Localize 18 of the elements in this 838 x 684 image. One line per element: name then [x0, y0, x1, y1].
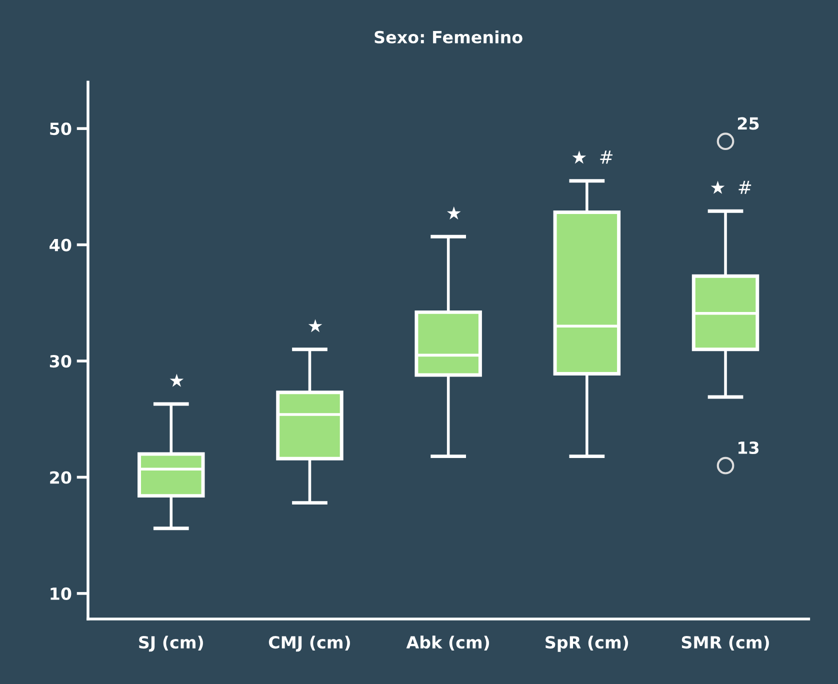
chart-title: Sexo: Femenino [374, 30, 522, 44]
annotation: ★ [308, 319, 322, 332]
x-tick-label: SMR (cm) [682, 636, 769, 651]
annotation: ★ [446, 206, 461, 220]
y-tick-label: 40 [50, 238, 72, 252]
annotation: ★ # [572, 150, 612, 164]
annotation: 13 [738, 441, 758, 454]
annotation: ★ # [710, 180, 752, 194]
x-tick-label: CMJ (cm) [268, 636, 350, 652]
annotation: 25 [738, 117, 759, 130]
x-tick-label: Abk (cm) [406, 636, 489, 651]
y-tick-label: 30 [50, 354, 72, 368]
y-tick-label: 20 [50, 471, 72, 484]
y-tick-label: 50 [50, 122, 72, 136]
y-tick-label: 10 [50, 587, 72, 600]
x-tick-label: SpR (cm) [546, 636, 628, 652]
annotation: ★ [170, 374, 184, 387]
x-tick-label: SJ (cm) [139, 636, 203, 652]
